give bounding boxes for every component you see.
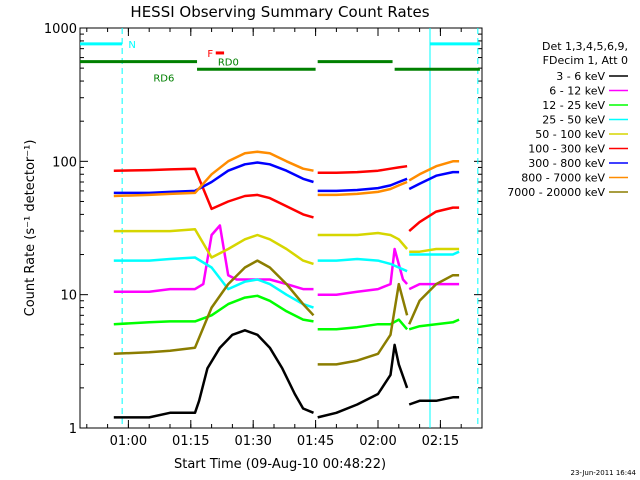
y-tick-label: 1000 bbox=[44, 22, 77, 37]
legend-label: 7000 - 20000 keV bbox=[507, 186, 605, 199]
y-axis-label: Count Rate (s⁻¹ detector⁻¹) bbox=[23, 140, 38, 317]
series-line bbox=[113, 150, 314, 198]
series-line bbox=[408, 318, 460, 331]
y-tick-label: 100 bbox=[52, 155, 77, 170]
annotation-rd6: RD6 bbox=[153, 73, 174, 84]
legend-label: 300 - 800 keV bbox=[528, 157, 605, 170]
series-group bbox=[113, 294, 460, 331]
legend-header-line-1: Det 1,3,4,5,6,9, bbox=[542, 40, 628, 53]
series-line bbox=[317, 247, 409, 296]
series-line bbox=[409, 250, 460, 256]
series-group bbox=[113, 329, 460, 419]
series-line bbox=[408, 206, 460, 233]
series-line bbox=[409, 247, 460, 253]
series-line bbox=[113, 161, 314, 195]
annotation-rd0: RD0 bbox=[218, 58, 239, 69]
series-line bbox=[408, 160, 460, 182]
series-line bbox=[317, 257, 408, 273]
legend-label: 100 - 300 keV bbox=[528, 143, 605, 156]
series-line bbox=[317, 164, 408, 175]
plot-frame bbox=[79, 27, 483, 429]
legend-label: 25 - 50 keV bbox=[542, 114, 605, 127]
footer-timestamp: 23-Jun-2011 16:44 bbox=[571, 469, 637, 477]
series-group bbox=[113, 250, 460, 309]
x-tick-label: 01:15 bbox=[172, 434, 209, 449]
series-line bbox=[317, 318, 409, 331]
x-tick-label: 01:30 bbox=[234, 434, 271, 449]
series-line bbox=[408, 170, 460, 191]
plot-area: 1 10 100 1000 01:00 01:15 01:30 01:45 02:00 02:15… bbox=[44, 22, 483, 449]
x-tick-label: 02:00 bbox=[359, 434, 396, 449]
series-line bbox=[317, 231, 409, 250]
series-group bbox=[113, 150, 460, 198]
series-line bbox=[113, 227, 314, 266]
series-line bbox=[113, 256, 314, 309]
x-axis-label: Start Time (09-Aug-10 00:48:22) bbox=[174, 457, 386, 472]
y-tick-label: 10 bbox=[60, 289, 77, 304]
series-group bbox=[113, 164, 460, 233]
x-tick-label: 02:15 bbox=[422, 434, 459, 449]
legend-label: 3 - 6 keV bbox=[556, 70, 605, 83]
series-line bbox=[113, 329, 314, 419]
chart-title: HESSI Observing Summary Count Rates bbox=[130, 3, 429, 21]
legend-label: 12 - 25 keV bbox=[542, 99, 605, 112]
series-group bbox=[113, 161, 460, 195]
series-line bbox=[408, 396, 460, 406]
series-group bbox=[113, 259, 460, 366]
series-line bbox=[408, 273, 460, 325]
legend-header-line-2: FDecim 1, Att 0 bbox=[543, 54, 628, 67]
annotation-f: F bbox=[207, 49, 213, 60]
series-line bbox=[317, 343, 409, 419]
x-tick-label: 01:00 bbox=[110, 434, 147, 449]
legend-label: 800 - 7000 keV bbox=[521, 172, 605, 185]
series-line bbox=[317, 177, 408, 193]
legend-label: 50 - 100 keV bbox=[535, 128, 605, 141]
series-line bbox=[113, 294, 314, 326]
series-line bbox=[113, 259, 315, 356]
series-line bbox=[317, 180, 408, 197]
x-tick-label: 01:45 bbox=[297, 434, 334, 449]
legend-label: 6 - 12 keV bbox=[549, 85, 605, 98]
series-group bbox=[113, 227, 460, 266]
series-line bbox=[113, 167, 314, 219]
series-line bbox=[317, 282, 409, 366]
annotation-n: N bbox=[128, 40, 135, 51]
y-tick-label: 1 bbox=[69, 422, 77, 437]
